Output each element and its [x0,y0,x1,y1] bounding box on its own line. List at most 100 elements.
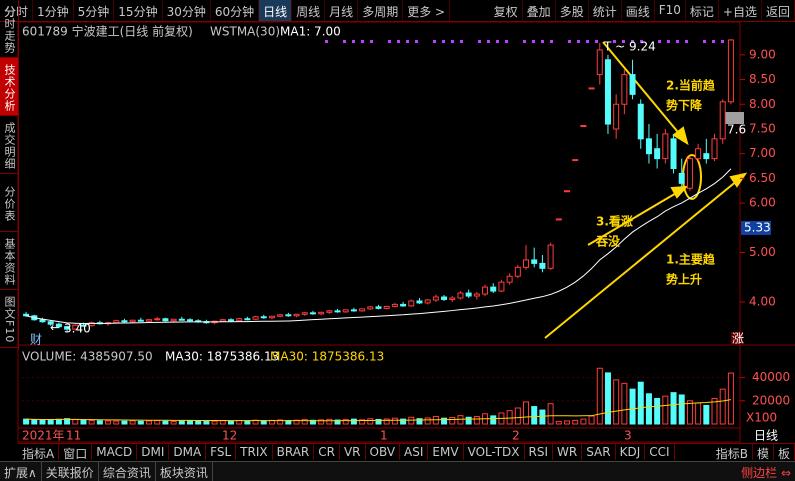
indicator-tab[interactable]: DMA [169,444,207,460]
indicator-tab[interactable]: CCI [645,444,675,460]
candle-body [424,299,431,304]
candle-body [629,74,636,95]
candle-body [531,259,538,264]
candle-body [47,321,54,325]
ma-line [25,168,732,325]
indicator-tab[interactable]: VOL-TDX [464,444,525,460]
volume-bar [350,418,357,425]
indicator-tab[interactable]: KDJ [616,444,646,460]
indicator-tab[interactable]: DMI [137,444,170,460]
candle-body [416,300,423,304]
volume-bar [359,419,366,425]
indicator-tab[interactable]: SAR [582,444,616,460]
candle-body [523,259,530,268]
x-tick-label: 2 [512,429,520,443]
status-item[interactable]: 综合资讯 [99,462,156,481]
period-button[interactable]: 1分钟 [33,0,74,21]
volume-bar [383,418,390,425]
indicator-tab[interactable]: 板 [774,444,795,461]
indicator-tab[interactable]: TRIX [236,444,273,460]
candle-body [383,305,390,309]
candle-body [170,318,177,322]
side-tab[interactable]: 图文F10 [0,290,18,348]
tool-button[interactable]: 标记 [686,0,719,21]
side-tab[interactable]: 技术分析 [0,58,18,116]
candle-body [301,312,308,315]
indicator-tab[interactable]: CR [314,444,340,460]
tool-button[interactable]: 多股 [556,0,589,21]
side-tab[interactable]: 分价表 [0,174,18,232]
period-button[interactable]: 多周期 [358,0,404,21]
candle-body [457,292,464,299]
volume-bar [129,420,136,425]
cursor-price: 5.33 [744,221,771,235]
candle-body [293,313,300,317]
signal-dot [370,40,373,43]
volume-bar [187,420,194,425]
annotation: 吞没 [596,234,621,249]
period-button[interactable]: 30分钟 [163,0,211,21]
y-tick-label: 4.00 [749,294,776,308]
side-tab[interactable]: 成交明细 [0,116,18,174]
volume-bar [113,420,120,425]
tool-button[interactable]: +自选 [719,0,762,21]
indicator-tab[interactable]: ASI [400,444,429,460]
status-item[interactable]: 侧边栏 ⇔ [741,466,791,480]
candle-body [187,319,194,322]
volume-bar [613,379,620,425]
x-tick-label: 3 [624,429,632,443]
period-button[interactable]: 15分钟 [114,0,163,21]
candle-body [342,309,349,313]
indicator-tab[interactable]: BRAR [273,444,315,460]
tool-button[interactable]: F10 [655,0,686,21]
signal-dot [523,40,526,43]
tool-button[interactable]: 返回 [762,0,795,21]
indicator-tab[interactable]: RSI [525,444,554,460]
candle-body [695,148,702,160]
indicator-tab[interactable]: FSL [206,444,237,460]
side-tab[interactable]: 基本资料 [0,232,18,290]
tool-button[interactable]: 复权 [490,0,523,21]
candle-body [227,319,234,322]
indicator-tab[interactable]: 指标B [712,444,753,461]
volume-bar [703,404,710,425]
candle-body [703,153,710,160]
tool-button[interactable]: 统计 [589,0,622,21]
indicator-tab[interactable]: MACD [92,444,138,460]
status-item[interactable]: 关联报价 [42,462,99,481]
period-button[interactable]: 分时 [0,0,34,21]
period-button[interactable]: 5分钟 [74,0,115,21]
period-button[interactable]: 60分钟 [211,0,260,21]
indicator-tab[interactable]: WR [553,444,583,460]
candle-body [318,311,325,315]
tool-button[interactable]: 叠加 [523,0,556,21]
candle-body [514,266,521,277]
y-tick-label: 6.00 [749,196,776,210]
period-button[interactable]: 周线 [292,0,326,21]
indicator-tab[interactable]: 指标A [18,444,60,461]
volume-bar [318,419,325,425]
signal-dot [721,40,724,43]
volume-bar [539,409,546,425]
indicator-tab[interactable]: VR [340,444,366,460]
period-button[interactable]: 日线 [259,0,293,21]
tool-button[interactable]: 画线 [622,0,655,21]
indicator-tab[interactable]: 窗口 [59,444,93,461]
candle-body [236,318,243,322]
candle-body [555,218,562,221]
indicator-tab[interactable]: 模 [753,444,774,461]
candle-body [309,312,316,315]
status-item[interactable]: 板块资讯 [156,462,213,481]
status-item[interactable]: 扩展∧ [0,462,42,481]
indicator-tab[interactable]: OBV [366,444,401,460]
period-button[interactable]: 月线 [325,0,359,21]
annotation: 势下降 [666,98,703,113]
volume-bar [178,420,185,425]
side-tab[interactable]: 分时走势 [0,0,18,58]
indicator-tab[interactable]: EMV [428,444,464,460]
period-button[interactable]: 更多 > [403,0,451,21]
candle-body [547,244,554,269]
candle-body [563,190,570,193]
signal-dot [352,40,355,43]
